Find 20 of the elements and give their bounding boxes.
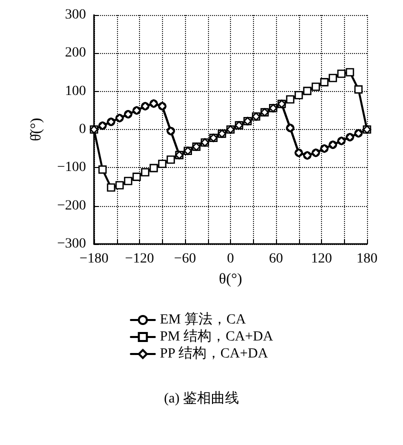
y-tick-label: 300 <box>65 8 86 22</box>
x-tick-label: −180 <box>80 252 108 266</box>
x-tick-label: −120 <box>125 252 154 266</box>
y-tick-label: −100 <box>57 160 86 176</box>
legend-label: PP 结构，CA+DA <box>160 346 269 362</box>
x-axis-title: θ(°) <box>218 272 242 288</box>
x-tick-label: 180 <box>356 252 378 266</box>
legend-label: EM 算法，CA <box>160 312 247 328</box>
x-tick-label: 0 <box>227 252 234 266</box>
y-tick-label: −300 <box>57 236 86 252</box>
legend-label: PM 结构，CA+DA <box>160 328 274 344</box>
text: (a) 鉴相曲线 <box>164 390 240 406</box>
y-tick-label: 0 <box>79 122 86 137</box>
y-tick-label: 100 <box>65 84 86 99</box>
x-tick-label: 60 <box>269 252 283 266</box>
y-tick-label: −200 <box>57 198 86 214</box>
x-tick-label: 120 <box>311 252 332 266</box>
x-tick-label: −60 <box>174 252 196 266</box>
y-tick-label: 200 <box>65 46 86 61</box>
y-axis-title: θ̂(°) <box>28 118 44 142</box>
